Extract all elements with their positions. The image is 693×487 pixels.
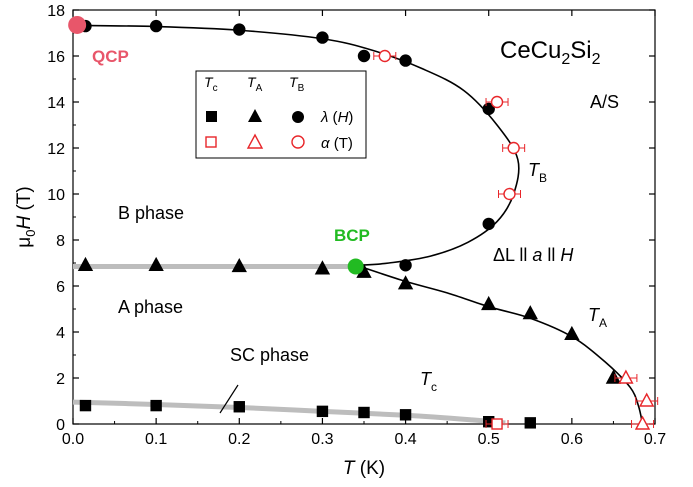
data-point (316, 31, 329, 44)
x-tick-label: 0.4 (394, 431, 416, 448)
annotation-geometry: ΔL ll a ll H (493, 245, 574, 265)
legend-col-ta: TA (247, 74, 263, 94)
annotation-a-phase: A phase (118, 297, 183, 317)
qcp-label: QCP (92, 47, 129, 66)
legend-box (195, 70, 367, 159)
ta-curve (359, 265, 644, 425)
legend: Tc TA TB λ (H) α (T) (195, 70, 367, 159)
y-tick-label: 8 (56, 233, 65, 250)
data-point (231, 257, 247, 273)
data-point (490, 95, 504, 109)
y-tick-label: 6 (56, 279, 65, 296)
data-point (148, 256, 164, 271)
data-point (399, 259, 412, 272)
x-axis-label: T (K) (343, 458, 385, 479)
data-point (79, 399, 92, 412)
bcp-label: BCP (334, 226, 370, 245)
x-tick-label: 0.3 (311, 431, 333, 448)
data-point (358, 406, 370, 419)
data-point (524, 417, 536, 429)
data-point (149, 19, 163, 33)
markers-layer (77, 19, 659, 430)
data-point (564, 325, 580, 340)
data-point (634, 415, 651, 430)
y-tick-label: 18 (47, 3, 65, 20)
x-tick-label: 0.6 (561, 431, 583, 448)
data-point (503, 187, 516, 201)
label-tb: TB (528, 160, 547, 185)
y-tick-label: 14 (47, 95, 65, 112)
data-point (378, 49, 391, 63)
legend-row-alpha: α (T) (321, 135, 353, 152)
sc-boundary-line (72, 399, 506, 426)
y-tick-label: 2 (56, 371, 65, 388)
x-tick-label: 0.0 (62, 431, 84, 448)
qcp-point (68, 15, 87, 34)
legend-marker-tb-lambda (292, 111, 304, 123)
data-point (605, 369, 622, 384)
data-point (399, 409, 412, 421)
sc-phase-pointer (219, 384, 239, 414)
y-tick-label: 4 (56, 325, 65, 342)
legend-row-lambda: λ (H) (320, 109, 353, 126)
data-point (618, 369, 634, 384)
legend-col-tc: Tc (204, 74, 218, 94)
legend-marker-tc-lambda (206, 111, 217, 122)
data-point (316, 405, 329, 418)
data-point (357, 49, 371, 63)
x-tick-label: 0.2 (228, 431, 250, 448)
label-tc: Tc (420, 369, 437, 394)
chart-title: CeCu2Si2 (500, 37, 601, 68)
x-tick-label: 0.1 (145, 431, 167, 448)
data-point (233, 401, 245, 413)
annotation-as: A/S (590, 92, 619, 112)
data-point (397, 275, 414, 290)
x-tick-label: 0.5 (478, 431, 500, 448)
y-tick-label: 12 (47, 141, 65, 158)
data-point (233, 23, 246, 36)
data-point (399, 54, 412, 67)
label-ta: TA (588, 305, 607, 330)
data-point (77, 256, 94, 271)
legend-marker-ta-lambda (248, 109, 262, 122)
y-tick-label: 0 (56, 417, 65, 434)
y-axis-label: μ0H (T) (14, 186, 38, 247)
data-point (639, 392, 655, 407)
y-tick-label: 16 (47, 49, 65, 66)
data-point (491, 418, 503, 430)
x-tick-label: 0.7 (644, 431, 666, 448)
data-point (507, 141, 520, 155)
data-point (314, 260, 331, 275)
data-point (522, 305, 538, 320)
data-point (482, 102, 495, 116)
x-axis-ticks: 0.0 0.1 0.2 0.3 0.4 0.5 0.6 0.7 (62, 10, 666, 448)
data-point (482, 217, 495, 231)
annotation-sc-phase: SC phase (230, 345, 309, 365)
data-point (150, 399, 162, 412)
legend-marker-tb-alpha (291, 135, 305, 149)
bcp-point (347, 258, 364, 275)
legend-marker-ta-alpha (246, 133, 264, 149)
y-tick-label: 10 (47, 187, 65, 204)
data-point (481, 295, 497, 311)
legend-col-tb: TB (289, 74, 305, 94)
legend-marker-tc-alpha (205, 136, 217, 148)
annotation-b-phase: B phase (118, 203, 184, 223)
